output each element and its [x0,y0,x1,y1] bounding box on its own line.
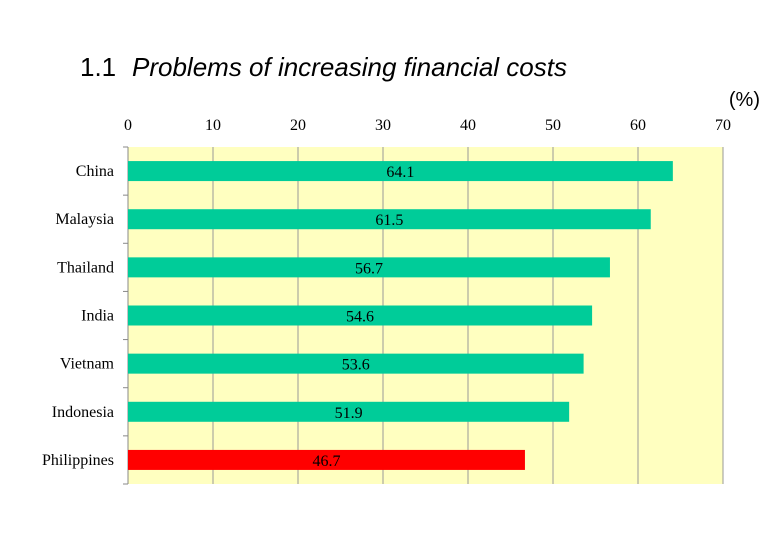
category-label: Philippines [42,452,114,469]
axes [123,146,129,485]
chart-title-text: Problems of increasing financial costs [132,52,567,82]
data-label: 51.9 [335,405,363,422]
x-tick-label: 20 [290,117,306,134]
category-label: Thailand [57,259,114,276]
data-label: 56.7 [355,260,383,277]
bar [128,449,525,470]
category-labels: China Malaysia Thailand India Vietnam Indones… [42,163,115,469]
x-tick-label: 60 [630,117,646,134]
bar [128,209,651,230]
x-tick-label: 10 [205,117,221,134]
bar [128,305,593,326]
x-tick-labels: 0 10 20 30 40 50 60 70 [124,117,731,134]
x-tick-label: 70 [715,117,731,134]
x-tick-label: 30 [375,117,391,134]
x-tick-label: 50 [545,117,561,134]
data-label: 53.6 [342,357,370,374]
bar [128,401,570,422]
bar [128,257,610,278]
chart-title: 1.1 Problems of increasing financial cos… [80,52,567,82]
chart-title-number: 1.1 [80,52,116,82]
bars [128,161,673,470]
data-label: 46.7 [312,453,340,470]
x-tick-label: 0 [124,117,132,134]
bar [128,353,584,374]
unit-label: (%) [729,89,760,111]
category-label: India [81,308,114,325]
category-label: Vietnam [60,356,115,373]
category-label: China [76,163,114,180]
bar [128,161,673,182]
data-label: 61.5 [375,212,403,229]
data-label: 54.6 [346,309,374,326]
category-label: Malaysia [55,211,114,228]
data-label: 64.1 [386,164,414,181]
x-tick-label: 40 [460,117,476,134]
data-labels: 64.1 61.5 56.7 54.6 53.6 51.9 46.7 [312,164,414,470]
category-label: Indonesia [52,404,114,421]
